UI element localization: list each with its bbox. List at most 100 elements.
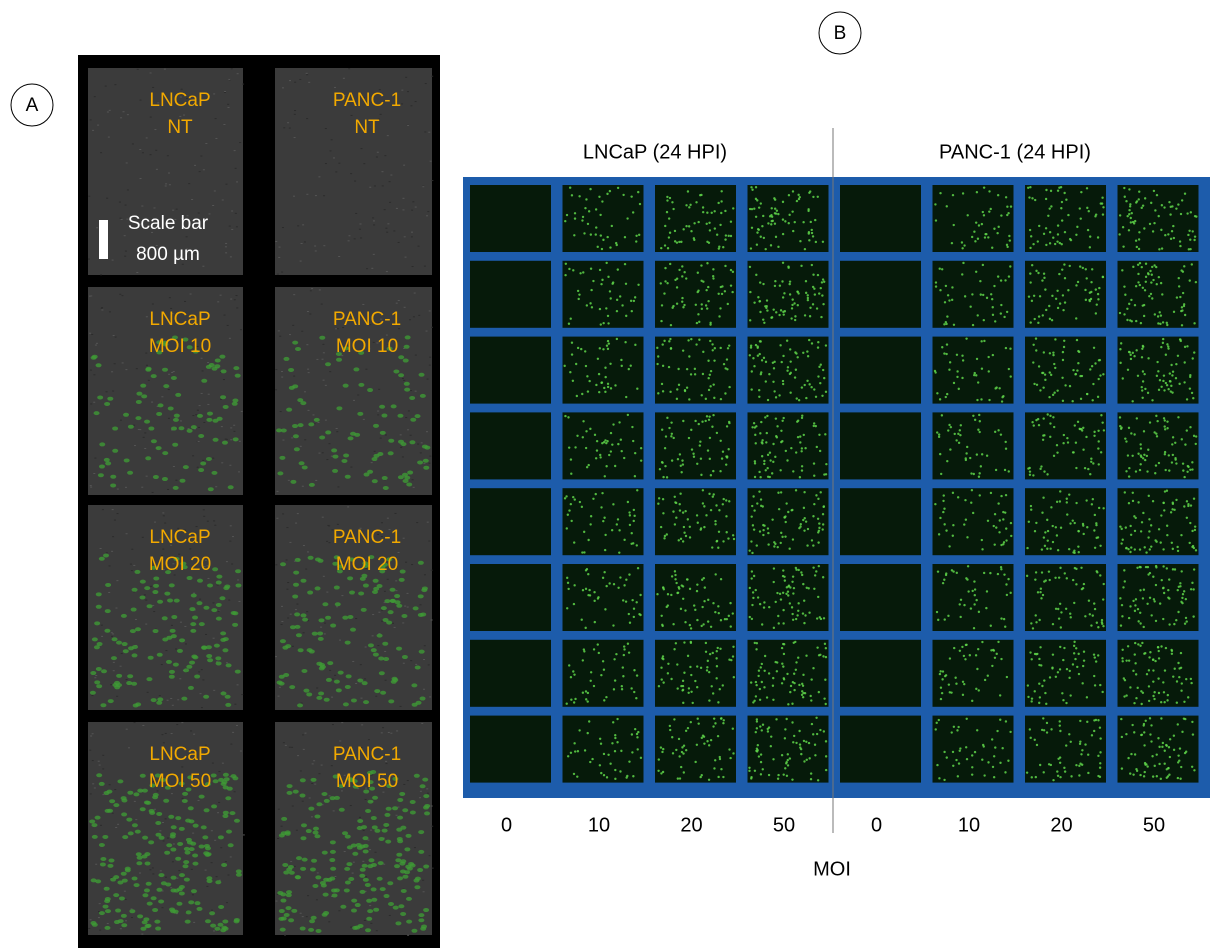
well [1118, 640, 1199, 707]
gfp-cell [566, 607, 568, 609]
gfp-cell [768, 726, 770, 728]
texture [407, 607, 409, 608]
gfp-cell [790, 447, 792, 449]
gfp-cell [1097, 719, 1099, 721]
gfp-cell [609, 762, 611, 764]
gfp-cell [714, 347, 716, 349]
gfp-cell [669, 263, 671, 265]
texture [161, 734, 163, 735]
gfp-cell [751, 505, 753, 507]
gfp-cell [974, 372, 976, 374]
gfp-cell [699, 441, 701, 443]
texture [139, 873, 141, 874]
gfp-cell [622, 599, 624, 601]
gfp-cell [981, 453, 983, 455]
gfp-cell [707, 599, 709, 601]
texture [154, 809, 156, 810]
gfp-cell [661, 304, 663, 306]
gfp-cell [667, 663, 669, 665]
texture [387, 518, 389, 519]
texture [231, 211, 233, 212]
gfp-cell [633, 300, 635, 302]
gfp-cell [687, 190, 689, 192]
texture [240, 751, 242, 752]
gfp-cell [309, 919, 315, 923]
gfp-cell [1162, 587, 1164, 589]
gfp-cell [1128, 427, 1130, 429]
gfp-cell [696, 590, 698, 592]
gfp-cell [730, 235, 732, 237]
gfp-cell [1177, 355, 1179, 357]
gfp-cell [379, 671, 385, 675]
gfp-cell [135, 416, 141, 420]
gfp-cell [782, 417, 784, 419]
gfp-cell [638, 613, 640, 615]
gfp-cell [182, 799, 188, 803]
gfp-cell [1128, 659, 1130, 661]
gfp-cell [706, 262, 708, 264]
texture [230, 439, 232, 440]
gfp-cell [1051, 319, 1053, 321]
gfp-cell [1177, 777, 1179, 779]
texture [414, 847, 416, 848]
texture [109, 110, 111, 111]
gfp-cell [584, 350, 586, 352]
gfp-cell [1167, 233, 1169, 235]
gfp-cell [759, 603, 761, 605]
gfp-cell [972, 324, 974, 326]
gfp-cell [169, 583, 175, 587]
gfp-cell [157, 697, 163, 701]
gfp-cell [718, 246, 720, 248]
gfp-cell [147, 902, 153, 906]
gfp-cell [706, 666, 708, 668]
texture [228, 600, 230, 601]
texture [152, 873, 154, 874]
gfp-cell [122, 835, 128, 839]
gfp-cell [204, 808, 210, 812]
texture [373, 224, 375, 225]
gfp-cell [757, 354, 759, 356]
gfp-cell [164, 592, 170, 596]
gfp-cell [720, 440, 722, 442]
tile-label: MOI 20 [149, 554, 211, 575]
gfp-cell [1044, 692, 1046, 694]
gfp-cell [1097, 396, 1099, 398]
gfp-cell [1048, 305, 1050, 307]
gfp-cell [1086, 696, 1088, 698]
gfp-cell [779, 469, 781, 471]
texture [384, 209, 386, 210]
gfp-cell [799, 476, 801, 478]
gfp-cell [1162, 681, 1164, 683]
gfp-cell [199, 622, 205, 626]
texture [124, 891, 126, 892]
texture [360, 698, 362, 699]
gfp-cell [725, 531, 727, 533]
gfp-cell [1146, 673, 1148, 675]
gfp-cell [366, 899, 372, 903]
gfp-cell [755, 186, 757, 188]
texture [329, 670, 331, 671]
gfp-cell [1049, 422, 1051, 424]
gfp-cell [939, 673, 941, 675]
gfp-cell [96, 605, 102, 609]
texture [193, 922, 195, 923]
gfp-cell [1029, 728, 1031, 730]
texture [198, 441, 200, 442]
texture [338, 910, 340, 911]
gfp-cell [683, 672, 685, 674]
gfp-cell [215, 880, 221, 884]
gfp-cell [121, 812, 127, 816]
texture [237, 73, 239, 74]
gfp-cell [937, 619, 939, 621]
gfp-cell [691, 448, 693, 450]
texture [165, 185, 167, 186]
gfp-cell [373, 653, 379, 657]
gfp-cell [770, 735, 772, 737]
gfp-cell [121, 796, 127, 800]
gfp-cell [89, 820, 95, 824]
gfp-cell [1123, 569, 1125, 571]
texture [403, 784, 405, 785]
gfp-cell [813, 475, 815, 477]
texture [124, 235, 126, 236]
tile-label: MOI 50 [336, 771, 398, 792]
